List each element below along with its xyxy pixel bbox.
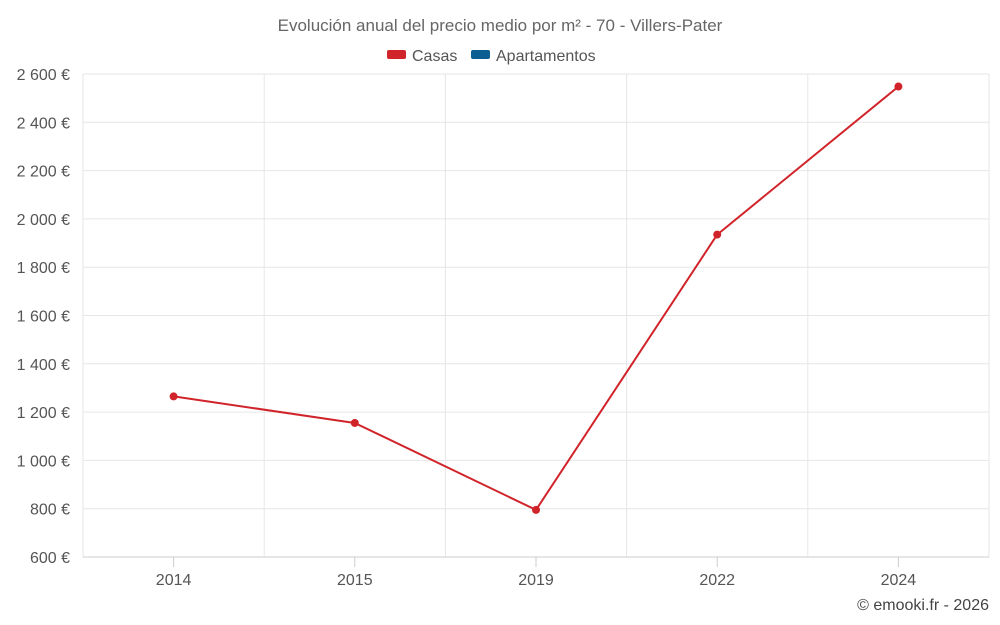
chart-title: Evolución anual del precio medio por m² … [278,16,723,35]
gridlines [82,73,990,558]
y-tick-label: 1 600 € [17,309,70,326]
series-line-casas [173,85,900,511]
x-axis: 2014 2015 2019 2022 2024 [83,556,989,589]
legend-item-casas[interactable]: Casas [387,48,457,65]
y-tick-label: 2 000 € [17,212,70,229]
credit-text: © emooki.fr - 2026 [857,597,989,614]
data-point-casas [713,230,722,239]
y-tick-label: 1 200 € [17,405,70,422]
data-point-casas [350,418,359,427]
y-tick-label: 1 400 € [17,357,70,374]
data-point-casas [169,392,178,401]
y-tick-label: 1 800 € [17,260,70,277]
x-tick-label: 2019 [518,572,554,589]
x-tick-label: 2024 [881,572,917,589]
y-tick-label: 800 € [30,502,70,519]
y-tick-label: 600 € [30,550,70,567]
legend: Casas Apartamentos [387,48,596,65]
legend-label-casas: Casas [412,48,457,65]
legend-swatch-apartamentos [471,50,490,59]
y-tick-label: 2 600 € [17,67,70,84]
x-tick-label: 2015 [337,572,373,589]
x-tick-label: 2022 [699,572,735,589]
y-tick-label: 1 000 € [17,453,70,470]
y-axis: 600 € 800 € 1 000 € 1 200 € 1 400 € 1 600 € 1 … [17,67,70,567]
legend-label-apartamentos: Apartamentos [496,48,596,65]
legend-swatch-casas [387,50,406,59]
y-tick-label: 2 200 € [17,164,70,181]
y-tick-label: 2 400 € [17,115,70,132]
data-point-casas [894,82,903,91]
x-tick-label: 2014 [156,572,192,589]
legend-item-apartamentos[interactable]: Apartamentos [471,48,596,65]
data-point-casas [532,505,540,514]
series-casas [169,82,903,514]
